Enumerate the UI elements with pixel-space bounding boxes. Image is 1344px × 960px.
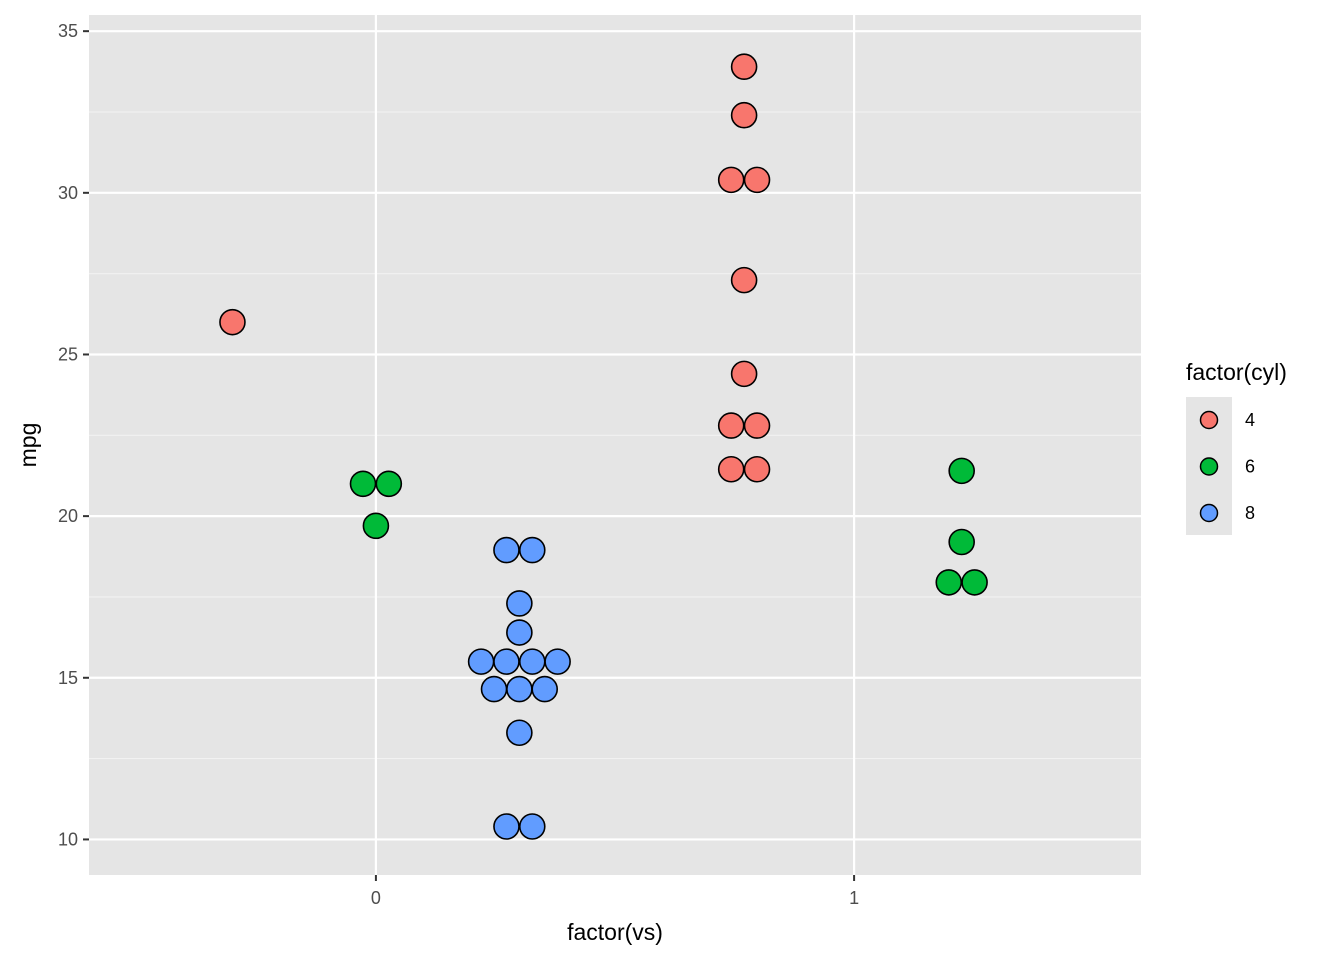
y-tick-label: 20 <box>58 506 78 526</box>
grid-major <box>89 15 1141 875</box>
data-point <box>730 360 758 388</box>
y-axis-title: mpg <box>15 423 41 468</box>
data-point <box>717 412 745 439</box>
legend-key <box>1199 457 1219 476</box>
y-tick-label: 15 <box>58 668 78 688</box>
data-point <box>518 648 546 675</box>
legend-label: 4 <box>1245 410 1255 430</box>
data-point <box>730 53 758 81</box>
data-points <box>219 53 988 840</box>
y-axis: 10 15 20 25 30 35 <box>58 21 89 849</box>
data-point <box>480 675 508 703</box>
data-point <box>961 569 988 596</box>
y-tick-label: 30 <box>58 183 78 203</box>
data-point <box>506 590 533 617</box>
x-axis-title: factor(vs) <box>567 919 663 945</box>
data-point <box>493 536 520 564</box>
data-point <box>349 470 377 498</box>
data-point <box>493 648 520 675</box>
x-tick-label: 0 <box>371 888 381 908</box>
data-point <box>531 675 559 703</box>
data-point <box>717 166 745 194</box>
data-point <box>506 719 533 747</box>
legend-label: 6 <box>1245 457 1255 477</box>
data-point <box>544 648 571 675</box>
data-point <box>219 308 246 336</box>
y-tick-label: 10 <box>58 829 78 849</box>
data-point <box>518 813 546 840</box>
legend-key <box>1199 410 1219 430</box>
x-tick-label: 1 <box>849 888 859 908</box>
legend: factor(cyl) 4 6 8 <box>1186 359 1287 535</box>
data-point <box>948 528 975 556</box>
data-point <box>717 455 745 483</box>
data-point <box>467 648 495 675</box>
data-point <box>743 166 771 194</box>
data-point <box>506 619 533 646</box>
data-point <box>375 470 403 498</box>
data-point <box>362 512 390 540</box>
legend-label: 8 <box>1245 503 1255 523</box>
legend-title: factor(cyl) <box>1186 359 1287 385</box>
grid-minor <box>89 111 1141 760</box>
data-point <box>743 412 771 439</box>
data-point <box>743 455 771 483</box>
data-point <box>493 813 520 840</box>
y-tick-label: 35 <box>58 21 78 41</box>
data-point <box>518 536 546 564</box>
data-point <box>730 101 758 129</box>
data-point <box>948 457 975 485</box>
y-tick-label: 25 <box>58 344 78 364</box>
legend-key <box>1199 503 1219 523</box>
data-point <box>506 675 533 703</box>
data-point <box>730 266 758 294</box>
data-point <box>935 569 963 596</box>
plot-panel <box>89 15 1141 875</box>
